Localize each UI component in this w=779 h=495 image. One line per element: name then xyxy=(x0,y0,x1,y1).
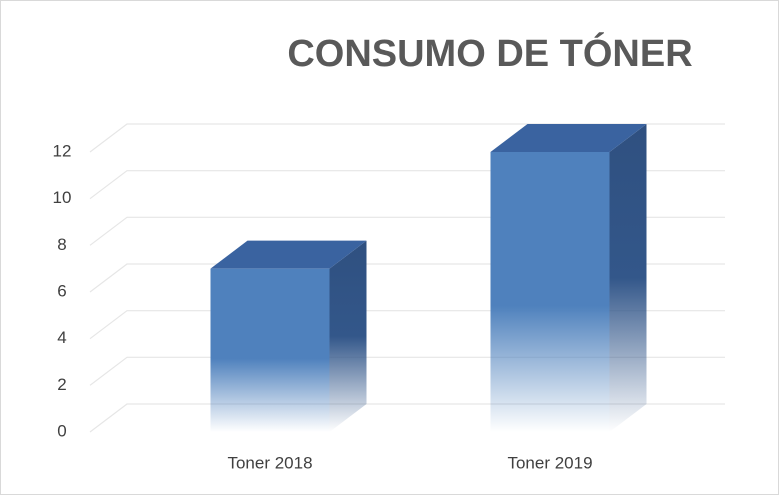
bar-top xyxy=(490,124,647,152)
y-tick-label: 0 xyxy=(57,421,66,440)
grid-line xyxy=(89,123,725,153)
y-tick-label: 4 xyxy=(57,328,66,347)
y-tick-label: 10 xyxy=(53,188,72,207)
y-tick-label: 2 xyxy=(57,375,66,394)
bar-side xyxy=(329,240,367,432)
bar-side xyxy=(609,124,647,432)
y-tick-label: 6 xyxy=(57,281,66,300)
bar xyxy=(210,268,330,432)
chart-title: CONSUMO DE TÓNER xyxy=(287,31,692,75)
x-tick-label: Toner 2018 xyxy=(227,453,312,472)
bar xyxy=(490,152,610,432)
y-tick-label: 8 xyxy=(57,235,66,254)
y-tick-label: 12 xyxy=(53,141,72,160)
x-tick-label: Toner 2019 xyxy=(507,453,592,472)
bar-top xyxy=(210,240,367,269)
